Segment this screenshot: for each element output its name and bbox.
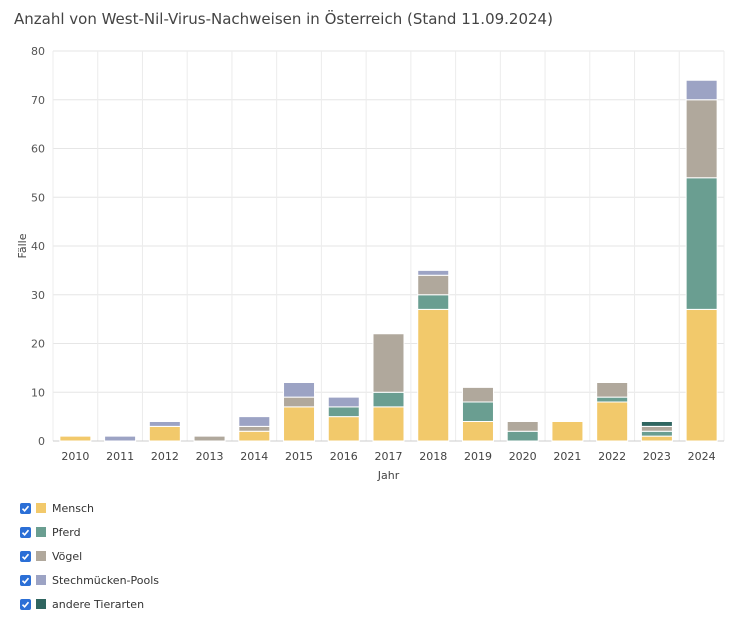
x-tick-label: 2010	[61, 450, 89, 463]
bar-segment	[417, 308, 450, 442]
bar-segment	[417, 274, 450, 296]
legend: Mensch Pferd Vögel Stechmücken-Pools and…	[20, 496, 159, 616]
bar-segment	[417, 269, 450, 276]
bar-segment	[685, 99, 718, 179]
y-tick-label: 0	[38, 435, 45, 448]
legend-item-mensch[interactable]: Mensch	[20, 496, 159, 520]
bar-segment	[461, 421, 494, 442]
x-tick-label: 2022	[598, 450, 626, 463]
swatch-mensch	[36, 503, 46, 513]
bar-segment	[372, 406, 405, 442]
bar-segment	[59, 435, 92, 442]
checkbox-andere-tierarten[interactable]	[20, 598, 31, 610]
x-tick-label: 2024	[688, 450, 716, 463]
x-tick-label: 2011	[106, 450, 134, 463]
bar-segment	[685, 79, 718, 101]
bar-segment	[148, 425, 181, 442]
y-axis-title: Fälle	[16, 233, 29, 258]
check-icon	[21, 505, 30, 512]
legend-label-pferd: Pferd	[52, 525, 81, 539]
bar-segment	[238, 416, 271, 427]
bar-segment	[640, 425, 673, 432]
x-tick-label: 2017	[375, 450, 403, 463]
bar-segment	[104, 435, 137, 442]
legend-label-stechmuecken-pools: Stechmücken-Pools	[52, 573, 159, 587]
y-tick-label: 40	[31, 240, 45, 253]
bar-segment	[283, 396, 316, 408]
x-tick-label: 2015	[285, 450, 313, 463]
swatch-voegel	[36, 551, 46, 561]
legend-label-andere-tierarten: andere Tierarten	[52, 597, 145, 611]
y-tick-label: 70	[31, 94, 45, 107]
y-tick-label: 30	[31, 289, 45, 302]
legend-label-mensch: Mensch	[52, 501, 94, 515]
bar-segment	[461, 386, 494, 403]
check-icon	[21, 577, 30, 584]
bar-segment	[506, 421, 539, 432]
bar-segment	[238, 425, 271, 432]
swatch-pferd	[36, 527, 46, 537]
check-icon	[21, 553, 30, 560]
bar-segment	[551, 421, 584, 442]
bar-segment	[640, 430, 673, 437]
x-axis-title: Jahr	[377, 469, 400, 482]
bar-segment	[327, 406, 360, 418]
x-tick-label: 2012	[151, 450, 179, 463]
bar-segment	[327, 416, 360, 442]
legend-item-voegel[interactable]: Vögel	[20, 544, 159, 568]
x-tick-label: 2019	[464, 450, 492, 463]
bar-segment	[640, 435, 673, 442]
chart-title: Anzahl von West-Nil-Virus-Nachweisen in …	[14, 10, 553, 28]
legend-item-andere-tierarten[interactable]: andere Tierarten	[20, 592, 159, 616]
bar-segment	[327, 396, 360, 408]
bar-segment	[417, 294, 450, 310]
bar-segment	[193, 435, 226, 442]
swatch-stechmuecken-pools	[36, 575, 46, 585]
bar-segment	[461, 401, 494, 422]
x-tick-label: 2016	[330, 450, 358, 463]
bar-segment	[372, 333, 405, 393]
bar-segment	[283, 382, 316, 398]
bar-segment	[148, 421, 181, 427]
x-tick-label: 2020	[509, 450, 537, 463]
y-tick-label: 80	[31, 45, 45, 58]
y-tick-label: 50	[31, 191, 45, 204]
swatch-andere-tierarten	[36, 599, 46, 609]
check-icon	[21, 529, 30, 536]
checkbox-mensch[interactable]	[20, 502, 31, 514]
x-tick-label: 2018	[419, 450, 447, 463]
stacked-bar-chart: 0 10 20 30 40 50 60 70 80 2010 2011 2012 2013 2014 201…	[16, 45, 725, 482]
y-tick-label: 10	[31, 386, 45, 399]
legend-label-voegel: Vögel	[52, 549, 83, 563]
bar-segment	[685, 177, 718, 310]
checkbox-pferd[interactable]	[20, 526, 31, 538]
x-tick-label: 2014	[240, 450, 268, 463]
bar-segment	[596, 396, 629, 403]
x-tick-label: 2021	[553, 450, 581, 463]
x-tick-label: 2023	[643, 450, 671, 463]
bar-segment	[283, 406, 316, 442]
bar-segment	[640, 421, 673, 427]
bar-segment	[596, 382, 629, 398]
bar-segment	[506, 430, 539, 442]
y-tick-label: 20	[31, 338, 45, 351]
bar-segment	[596, 401, 629, 442]
legend-item-stechmuecken-pools[interactable]: Stechmücken-Pools	[20, 568, 159, 592]
check-icon	[21, 601, 30, 608]
bar-segment	[372, 391, 405, 408]
bar-segment	[238, 430, 271, 442]
y-tick-label: 60	[31, 143, 45, 156]
checkbox-voegel[interactable]	[20, 550, 31, 562]
x-tick-label: 2013	[196, 450, 224, 463]
bar-segment	[685, 308, 718, 442]
legend-item-pferd[interactable]: Pferd	[20, 520, 159, 544]
checkbox-stechmuecken-pools[interactable]	[20, 574, 31, 586]
